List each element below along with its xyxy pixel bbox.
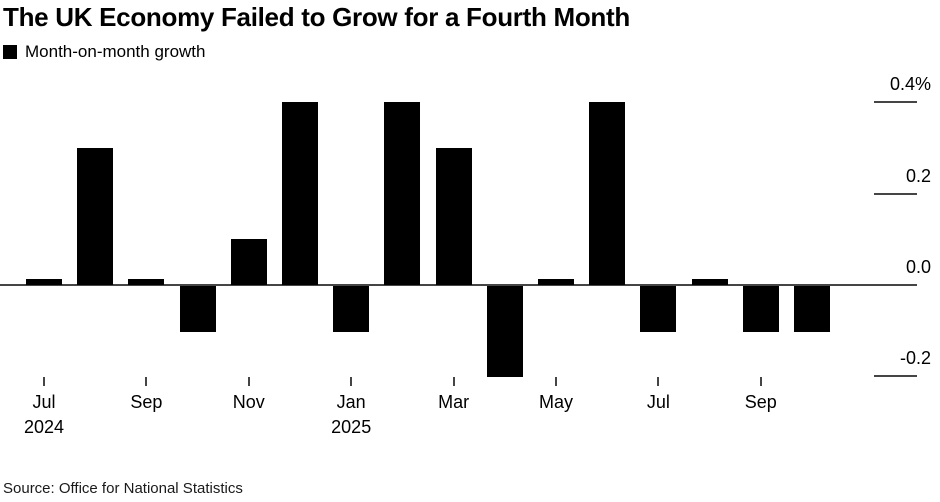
x-axis-tick-jul xyxy=(657,377,660,386)
legend-label: Month-on-month growth xyxy=(25,42,206,61)
x-axis-label-nov: Nov xyxy=(232,392,265,412)
y-axis-label-0-0: 0.0 xyxy=(905,257,931,277)
y-axis-tick-0-4- xyxy=(874,101,917,104)
bar-apr-2025 xyxy=(487,286,523,377)
x-axis-label-may: May xyxy=(538,392,573,412)
bar-aug-2025 xyxy=(692,279,728,285)
x-axis-tick-nov xyxy=(247,377,250,386)
x-axis-tick-mar xyxy=(452,377,455,386)
bar-sep-2025 xyxy=(743,286,779,332)
bar-oct-2024 xyxy=(180,286,216,332)
bar-jul-2025 xyxy=(640,286,676,332)
x-axis-label-sep: Sep xyxy=(744,392,777,412)
bar-mar-2025 xyxy=(436,148,472,285)
bar-jun-2025 xyxy=(589,102,625,285)
x-axis-year-label-2024: 2024 xyxy=(23,417,65,437)
x-axis-year-label-2025: 2025 xyxy=(331,417,372,437)
x-axis-label-jul: Jul xyxy=(646,392,670,412)
x-axis-tick-jan2025 xyxy=(350,377,353,386)
y-axis-label-0-4-: 0.4% xyxy=(889,74,931,95)
bar-jan-2025 xyxy=(333,286,369,332)
x-axis-tick-may xyxy=(555,377,557,386)
chart-title: The UK Economy Failed to Grow for a Four… xyxy=(3,2,630,32)
x-axis-label-jan-2025: Jan xyxy=(336,392,366,412)
y-axis-tick-0-2 xyxy=(874,192,917,195)
y-axis-label-0-2: 0.2 xyxy=(905,165,931,186)
legend-swatch-icon xyxy=(3,45,17,59)
bar-nov-2024 xyxy=(231,239,267,285)
x-axis-label-sep: Sep xyxy=(130,392,163,412)
x-axis-tick-sep xyxy=(759,377,762,386)
bar-dec-2024 xyxy=(282,102,318,285)
bar-sep-2024 xyxy=(128,279,164,285)
y-axis-label--0-2: -0.2 xyxy=(899,348,931,369)
x-axis-tick-sep xyxy=(145,377,148,386)
legend: Month-on-month growth xyxy=(3,43,205,61)
source-note: Source: Office for National Statistics xyxy=(3,480,243,497)
x-axis-label-jul-2024: Jul xyxy=(32,392,56,412)
bar-oct-2025 xyxy=(794,286,830,332)
y-axis-tick--0-2 xyxy=(874,375,917,378)
bar-jul-2024 xyxy=(26,279,62,285)
bar-may-2025 xyxy=(538,279,574,285)
bar-feb-2025 xyxy=(384,102,420,285)
x-axis-tick-jul2024 xyxy=(43,377,45,386)
bar-aug-2024 xyxy=(77,148,113,285)
x-axis-label-mar: Mar xyxy=(438,392,470,412)
